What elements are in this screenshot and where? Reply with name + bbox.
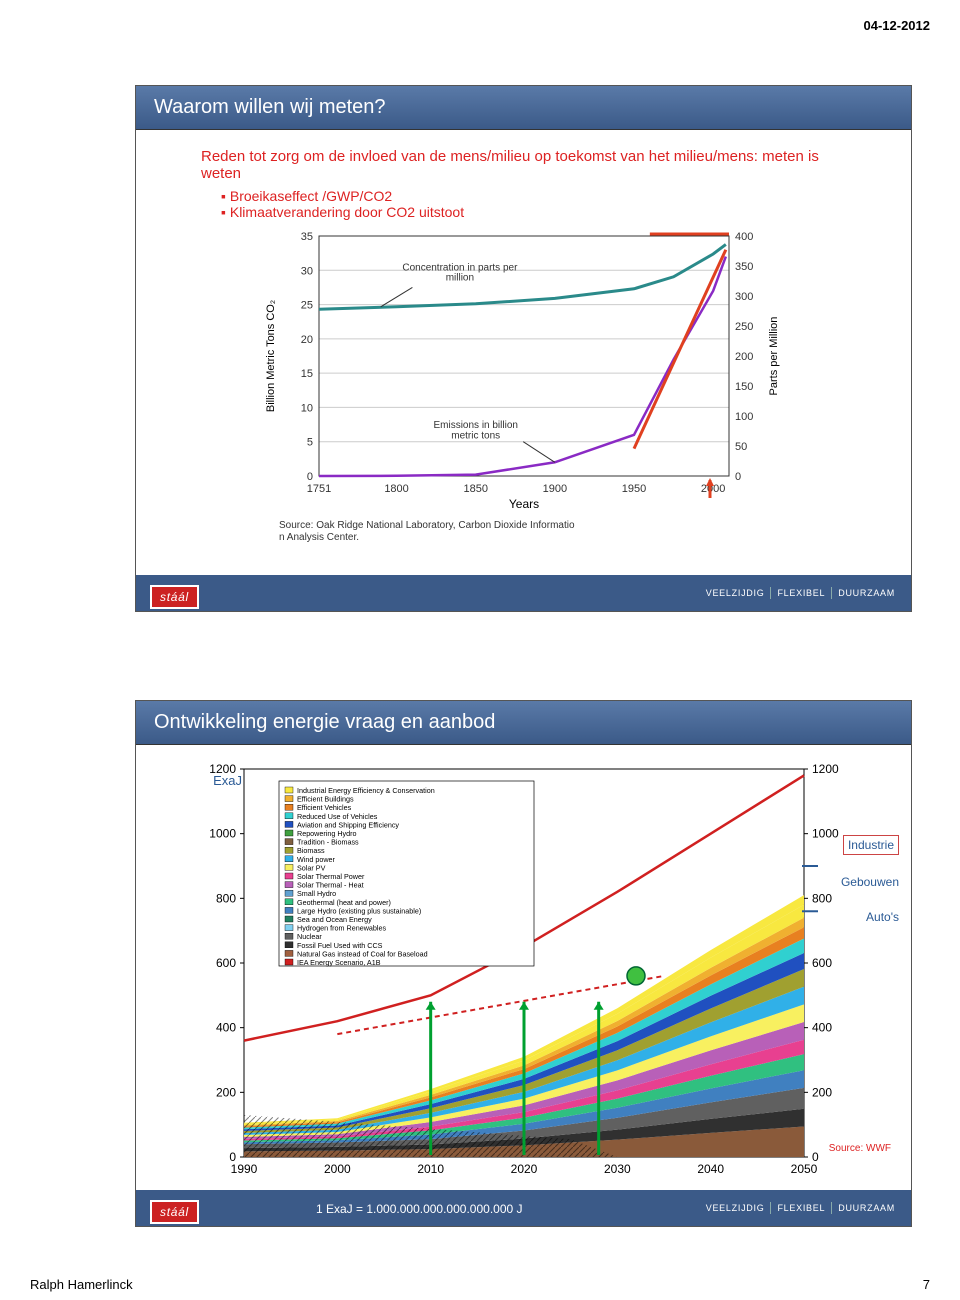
svg-text:1850: 1850 [463,483,487,495]
svg-text:300: 300 [735,291,753,303]
svg-text:400: 400 [812,1021,832,1035]
slide2-footer: stáál VEELZIJDIG FLEXIBEL DUURZAAM [136,1190,911,1226]
page-number: 7 [923,1277,930,1292]
slide1-bullets: Broeikaseffect /GWP/CO2 Klimaatveranderi… [221,188,826,220]
svg-text:35: 35 [300,231,312,243]
svg-text:400: 400 [735,231,753,243]
slide2-body: 0020020040040060060080080010001000120012… [136,745,911,1202]
svg-text:2000: 2000 [323,1162,350,1176]
svg-text:1800: 1800 [384,483,408,495]
svg-text:1950: 1950 [621,483,645,495]
svg-text:1000: 1000 [812,827,839,841]
label-autos: Auto's [866,910,899,924]
slide2-title: Ontwikkeling energie vraag en aanbod [136,701,911,745]
svg-text:25: 25 [300,300,312,312]
source-wwf: Source: WWF [829,1143,891,1154]
svg-text:350: 350 [735,261,753,273]
bullet-broeikas: Broeikaseffect /GWP/CO2 [221,188,826,204]
svg-text:5: 5 [306,437,312,449]
svg-text:10: 10 [300,402,312,414]
footer-veelzijdig: VEELZIJDIG [706,588,765,598]
svg-text:2020: 2020 [510,1162,537,1176]
svg-text:1200: 1200 [812,762,839,776]
svg-text:0: 0 [306,471,312,483]
svg-text:million: million [445,273,473,284]
svg-text:150: 150 [735,381,753,393]
slide-1: Waarom willen wij meten? Reden tot zorg … [135,85,912,612]
svg-text:2050: 2050 [790,1162,817,1176]
svg-text:2010: 2010 [417,1162,444,1176]
svg-text:0: 0 [735,471,741,483]
svg-text:800: 800 [812,891,832,905]
svg-text:IEA Energy Scenario, A1B: IEA Energy Scenario, A1B [297,958,381,967]
page-author: Ralph Hamerlinck [30,1277,133,1292]
svg-text:20: 20 [300,334,312,346]
bullet-klimaat: Klimaatverandering door CO2 uitstoot [221,204,826,220]
slide1-title: Waarom willen wij meten? [136,86,911,130]
footer-duurzaam-2: DUURZAAM [838,1203,895,1213]
svg-text:Years: Years [508,497,538,511]
svg-text:ExaJ: ExaJ [213,773,242,788]
svg-text:2030: 2030 [603,1162,630,1176]
co2-chart: 0510152025303505010015020025030035040017… [254,226,794,556]
exaj-note: 1 ExaJ = 1.000.000.000.000.000.000 J [316,1202,523,1216]
svg-text:600: 600 [215,956,235,970]
svg-text:250: 250 [735,321,753,333]
energy-chart: 0020020040040060060080080010001000120012… [189,757,859,1187]
svg-text:800: 800 [215,891,235,905]
svg-text:100: 100 [735,411,753,423]
svg-text:200: 200 [215,1085,235,1099]
footer-flexibel: FLEXIBEL [777,588,825,598]
svg-text:200: 200 [735,351,753,363]
footer-duurzaam: DUURZAAM [838,588,895,598]
svg-text:15: 15 [300,368,312,380]
staal-logo: stáál [150,585,199,609]
svg-text:200: 200 [812,1085,832,1099]
slide1-body: Reden tot zorg om de invloed van de mens… [136,130,911,599]
page-date: 04-12-2012 [864,18,931,33]
svg-text:2040: 2040 [697,1162,724,1176]
slide-2: Ontwikkeling energie vraag en aanbod 002… [135,700,912,1227]
svg-text:50: 50 [735,441,747,453]
svg-text:n Analysis Center.: n Analysis Center. [279,532,359,543]
slide1-subtitle: Reden tot zorg om de invloed van de mens… [201,148,846,182]
label-gebouwen: Gebouwen [841,875,899,889]
svg-text:Source: Oak Ridge National Lab: Source: Oak Ridge National Laboratory, C… [279,520,575,531]
svg-text:600: 600 [812,956,832,970]
svg-text:400: 400 [215,1021,235,1035]
footer-veelzijdig-2: VEELZIJDIG [706,1203,765,1213]
footer-flexibel-2: FLEXIBEL [777,1203,825,1213]
slide1-footer: stáál VEELZIJDIG FLEXIBEL DUURZAAM [136,575,911,611]
staal-logo-2: stáál [150,1200,199,1224]
svg-text:metric tons: metric tons [451,430,500,441]
svg-text:1900: 1900 [542,483,566,495]
svg-text:30: 30 [300,265,312,277]
label-industrie: Industrie [843,835,899,855]
svg-text:1990: 1990 [230,1162,257,1176]
svg-text:Billion Metric Tons CO₂: Billion Metric Tons CO₂ [265,300,277,412]
svg-text:Parts per Million: Parts per Million [768,317,780,396]
svg-text:1751: 1751 [306,483,330,495]
svg-text:1000: 1000 [209,827,236,841]
